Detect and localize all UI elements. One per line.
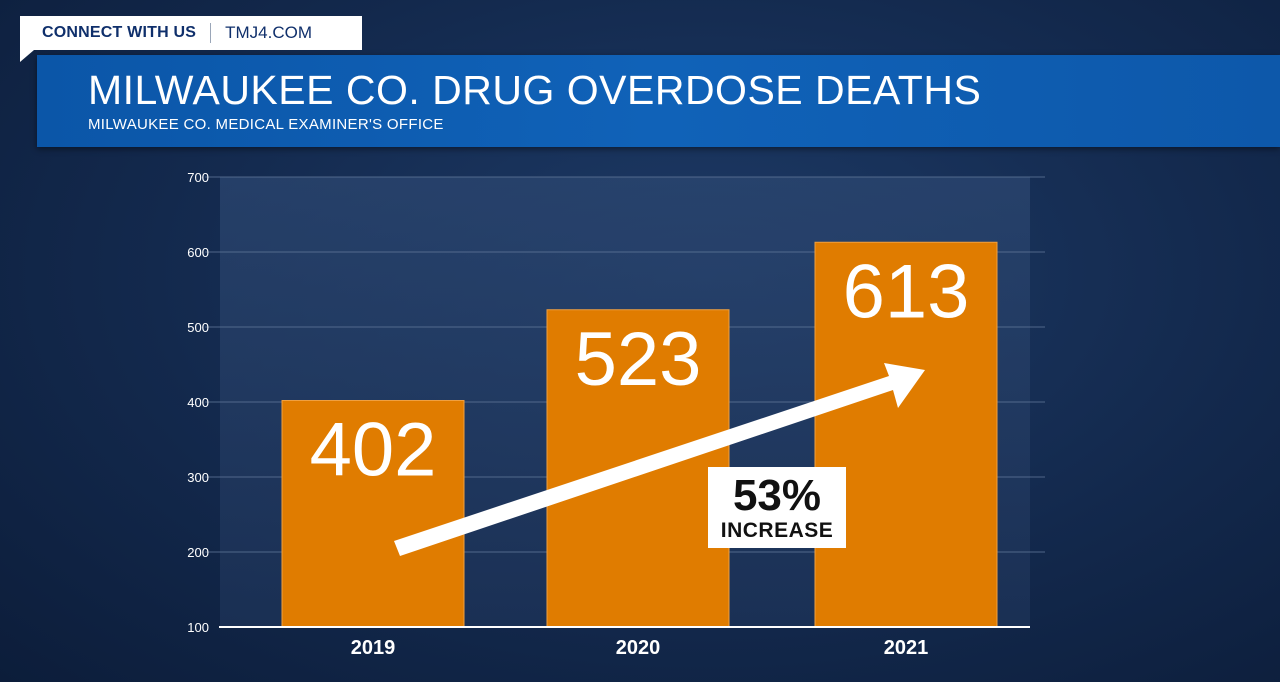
x-tick-label-2021: 2021 xyxy=(884,637,929,659)
increase-percent: 53% xyxy=(732,471,822,520)
y-tick-label: 700 xyxy=(187,170,209,185)
chart-title: MILWAUKEE CO. DRUG OVERDOSE DEATHS xyxy=(88,67,982,113)
y-axis-ticks: 100 200 300 400 500 600 700 xyxy=(187,170,209,635)
site-label[interactable]: TMJ4.COM xyxy=(225,23,312,42)
trend-arrow xyxy=(394,363,925,556)
chart-subtitle: MILWAUKEE CO. MEDICAL EXAMINER'S OFFICE xyxy=(88,116,444,133)
increase-callout: 53% INCREASE xyxy=(708,467,846,548)
y-tick-label: 100 xyxy=(187,620,209,635)
y-tick-label: 300 xyxy=(187,470,209,485)
y-tick-label: 200 xyxy=(187,545,209,560)
data-label-2020: 523 xyxy=(575,317,702,402)
data-label-2019: 402 xyxy=(310,408,437,493)
x-tick-label-2020: 2020 xyxy=(616,637,661,659)
increase-word: INCREASE xyxy=(720,519,834,542)
x-tick-label-2019: 2019 xyxy=(351,637,396,659)
y-tick-label: 400 xyxy=(187,395,209,410)
y-tick-label: 500 xyxy=(187,320,209,335)
data-label-2021: 613 xyxy=(843,249,970,334)
connect-with-us-tab[interactable]: CONNECT WITH US TMJ4.COM xyxy=(20,16,362,50)
connect-label: CONNECT WITH US xyxy=(42,24,197,41)
tab-divider xyxy=(210,23,212,43)
y-tick-label: 600 xyxy=(187,245,209,260)
bars xyxy=(281,241,998,628)
bar-2019 xyxy=(281,400,465,628)
x-axis-labels: 2019 2020 2021 xyxy=(351,637,929,659)
title-banner: MILWAUKEE CO. DRUG OVERDOSE DEATHS MILWA… xyxy=(37,55,1280,147)
data-labels: 402 523 613 xyxy=(310,249,970,492)
tab-notch xyxy=(20,50,34,62)
